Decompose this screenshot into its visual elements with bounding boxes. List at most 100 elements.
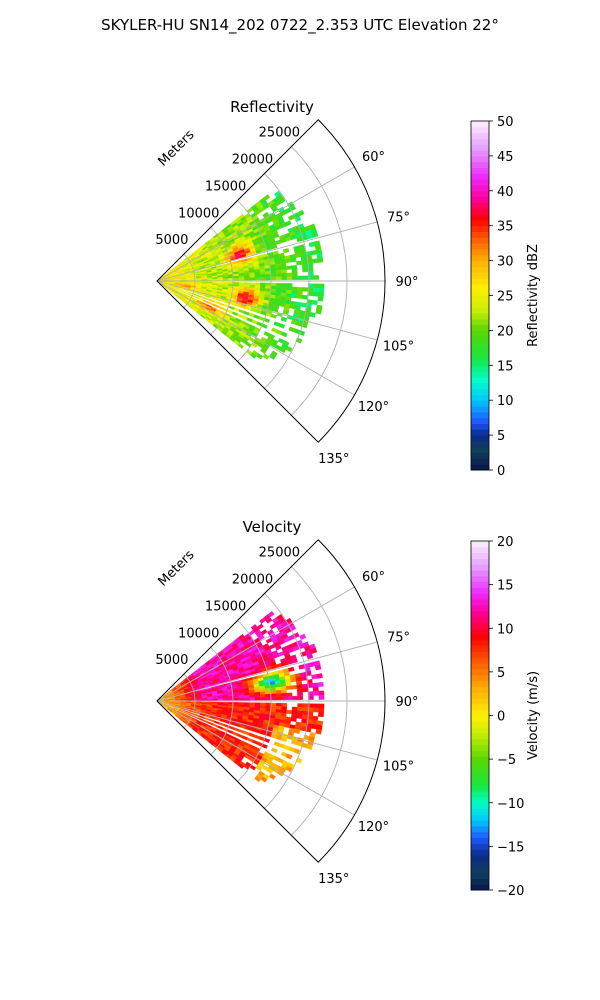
field-cell [270,693,277,698]
field-cell [203,297,210,301]
colorbar-tick-label: −15 [497,840,524,855]
colorbar-swatch [471,727,489,734]
field-cell [281,272,288,277]
field-cell [254,694,261,698]
field-cell [249,284,256,288]
field-cell [288,666,295,672]
panel-title: Reflectivity [230,98,314,116]
field-cell [278,323,286,329]
colorbar-swatch [471,342,489,349]
field-cell [254,282,261,286]
field-cell [249,272,256,276]
field-cell [318,690,325,696]
colorbar-swatch [471,837,489,844]
field-cell [249,692,256,696]
field-cell [297,209,305,217]
colorbar-swatch [471,324,489,331]
field-cell [281,692,288,697]
field-cell [296,710,303,716]
field-cell [302,275,309,280]
field-cell [296,290,303,296]
colorbar-swatch [471,278,489,285]
colorbar-swatch [471,121,489,128]
colorbar-swatch [471,866,489,874]
colorbar-swatch [471,884,489,891]
field-cell [233,697,240,701]
field-cell [297,706,303,712]
colorbar-tick-label: 5 [497,429,505,444]
field-cell [296,714,303,719]
colorbar-swatch [471,634,489,641]
range-tick-label: 10000 [178,626,219,641]
colorbar-swatch [471,570,489,577]
colorbar-swatch [471,663,489,670]
field-cell [310,249,317,256]
colorbar-swatch [471,138,489,145]
field-cell [297,703,304,708]
field-cell [259,271,266,275]
colorbar-swatch [471,610,489,618]
colorbar-swatch [471,756,489,763]
field-cell [265,276,272,281]
field-cell [318,283,325,289]
field-cell [280,736,288,742]
colorbar-swatch [471,167,489,174]
field-cell [244,697,250,701]
field-cell [238,702,245,705]
field-cell [206,698,213,701]
field-cell [270,282,277,287]
colorbar-swatch [471,616,489,623]
field-cell [286,289,293,295]
colorbar-swatch [471,593,489,600]
colorbar-swatch [471,248,489,256]
field-cell [270,690,277,695]
field-cell [313,283,320,289]
azimuth-spoke [156,700,378,761]
colorbar-swatch [471,744,489,751]
colorbar-tick-label: 0 [497,464,505,479]
field-cell [286,276,293,281]
colorbar-swatch [471,558,489,565]
azimuth-tick-label: 60° [362,150,385,165]
field-cell [296,688,303,693]
field-cell [276,282,282,287]
field-cell [260,274,266,278]
colorbar-swatch [471,762,489,769]
field-cell [311,299,318,306]
field-cell [300,675,307,681]
field-cell [257,634,265,641]
field-cell [202,719,209,724]
field-cell [208,718,215,723]
azimuth-spoke [156,280,355,396]
colorbar-swatch [471,458,489,465]
field-cell [228,725,235,730]
colorbar-swatch [471,645,489,653]
field-cell [280,266,287,271]
colorbar-swatch [471,289,489,296]
field-cell [302,267,309,273]
colorbar-swatch [471,301,489,308]
field-cell [290,677,297,683]
field-cell [256,353,264,360]
range-tick-label: 20000 [232,573,273,588]
field-cell [302,687,309,693]
field-cell [212,723,219,728]
field-cell [207,301,214,306]
field-cell [296,680,303,686]
colorbar-swatch [471,307,489,314]
colorbar-swatch [471,411,489,419]
field-cell [265,285,272,290]
field-cell [249,277,256,281]
colorbar-swatch [471,231,489,238]
colorbar-tick-label: −5 [497,753,516,768]
range-tick-label: 5000 [155,233,188,248]
field-cell [286,709,293,715]
field-cell [270,270,277,275]
figure-title: SKYLER-HU SN14_202 0722_2.353 UTC Elevat… [101,16,499,34]
colorbar-swatch [471,312,489,320]
colorbar: −20 −15 −10 −5 0 5 10 15 20 Velocity (m/s) [470,535,541,899]
colorbar-swatch [471,732,489,740]
field-cell [265,690,271,695]
field-cell [275,286,282,290]
